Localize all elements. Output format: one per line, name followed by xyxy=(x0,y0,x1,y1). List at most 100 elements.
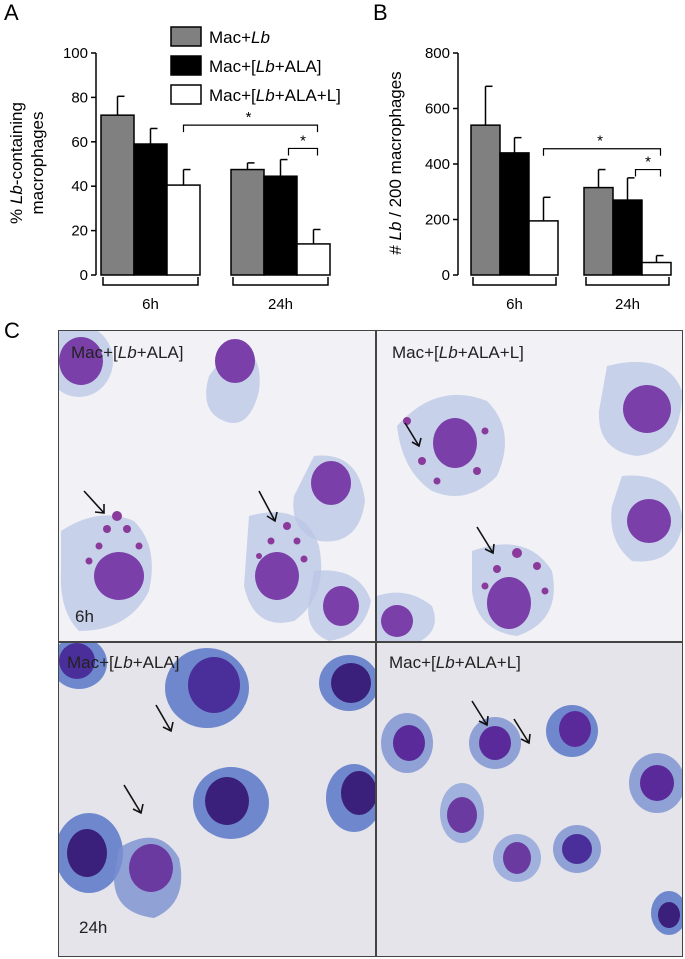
label-part: Mac+ xyxy=(209,28,251,47)
label-part: Lb xyxy=(251,28,270,47)
y-axis-label: # Lb / 200 macrophages xyxy=(386,71,405,254)
micrograph-image xyxy=(59,331,371,641)
category-label: 6h xyxy=(142,296,159,313)
macrophage-cell xyxy=(598,361,682,456)
category-bracket xyxy=(472,277,557,286)
panel-letter-a: A xyxy=(4,0,19,25)
arrow-icon xyxy=(123,784,144,815)
legend-swatch xyxy=(170,84,202,105)
micrograph-image xyxy=(377,361,682,641)
y-tick-label: 100 xyxy=(63,45,88,62)
macrophage-cell xyxy=(440,783,484,843)
macrophage-cell xyxy=(377,592,435,641)
y-tick-label: 60 xyxy=(71,134,88,151)
legend-swatch xyxy=(170,55,202,76)
macrophage-cell xyxy=(469,717,521,769)
bar xyxy=(166,184,201,276)
label-part: / 200 macrophages xyxy=(386,71,405,221)
micrograph-image xyxy=(59,643,375,918)
macrophage-cell xyxy=(651,891,682,935)
label-part: Mac+[ xyxy=(209,57,256,76)
macrophage-cell xyxy=(60,511,152,631)
macrophage-cell xyxy=(244,512,322,623)
macrophage-cell xyxy=(59,643,107,689)
significance-star: * xyxy=(645,154,651,171)
y-tick-label: 800 xyxy=(425,45,450,62)
y-tick-label: 20 xyxy=(71,223,88,240)
panel-letter-b: B xyxy=(373,0,388,25)
y-axis-label-line2: macrophages xyxy=(28,111,47,214)
macrophage-cell xyxy=(293,455,365,542)
micrograph-top-right: Mac+[Lb+ALA+L] xyxy=(376,330,683,642)
micrograph-top-left: Mac+[Lb+ALA] 6h xyxy=(58,330,376,642)
time-label: 24h xyxy=(79,918,108,937)
macrophage-cell xyxy=(308,570,371,641)
macrophage-cell xyxy=(397,394,505,496)
time-label: 6h xyxy=(75,607,94,626)
macrophage-cell xyxy=(611,475,682,562)
arrow-icon xyxy=(513,718,531,745)
micrograph-label: Mac+[Lb+ALA] xyxy=(67,653,180,672)
y-tick-label: 40 xyxy=(71,178,88,195)
macrophage-cell xyxy=(114,837,182,918)
macrophage-cell xyxy=(546,705,598,757)
legend-swatch xyxy=(170,26,202,47)
macrophage-cell xyxy=(326,764,375,832)
micrograph-bottom-right: Mac+[Lb+ALA+L] xyxy=(376,642,683,957)
significance-bracket xyxy=(634,168,662,177)
label-part: +ALA+L] xyxy=(275,86,341,105)
bar xyxy=(100,114,135,276)
macrophage-cell xyxy=(206,339,260,423)
category-bracket xyxy=(102,277,199,286)
macrophage-cell xyxy=(59,813,123,893)
bar xyxy=(296,243,331,276)
arrow-icon xyxy=(258,490,278,523)
arrow-icon xyxy=(155,704,174,733)
category-label: 24h xyxy=(615,296,640,313)
legend-label: Mac+[Lb+ALA+L] xyxy=(209,86,341,105)
category-label: 24h xyxy=(268,296,293,313)
bar xyxy=(133,143,168,276)
panel-letter-c: C xyxy=(4,318,20,343)
bar xyxy=(583,186,614,276)
arrow-icon xyxy=(471,700,489,727)
macrophage-cell xyxy=(493,834,541,882)
macrophage-cell xyxy=(319,655,375,711)
category-bracket xyxy=(232,277,329,286)
bar xyxy=(612,199,643,276)
arrow-icon xyxy=(404,422,422,448)
label-part: Mac+[ xyxy=(209,86,256,105)
micrograph-label: Mac+[Lb+ALA+L] xyxy=(392,343,524,362)
bar xyxy=(230,168,265,276)
legend-label: Mac+[Lb+ALA] xyxy=(209,57,322,76)
bar xyxy=(263,175,298,276)
macrophage-cell xyxy=(193,767,269,839)
macrophage-cell xyxy=(59,331,113,397)
category-label: 6h xyxy=(506,296,523,313)
y-tick-label: 0 xyxy=(80,267,88,284)
significance-bracket xyxy=(182,124,319,133)
macrophage-cell xyxy=(553,825,601,873)
macrophage-cell xyxy=(472,544,554,636)
y-tick-label: 200 xyxy=(425,212,450,229)
legend-label: Mac+Lb xyxy=(209,28,270,47)
y-tick-label: 0 xyxy=(442,267,450,284)
micrograph-image xyxy=(381,700,682,935)
bar xyxy=(641,261,672,276)
category-bracket xyxy=(585,277,670,286)
significance-bracket xyxy=(542,148,662,156)
significance-bracket xyxy=(287,147,319,156)
bar xyxy=(499,152,530,276)
significance-star: * xyxy=(597,133,603,150)
y-tick-label: 400 xyxy=(425,156,450,173)
arrow-icon xyxy=(83,490,105,514)
label-part: Lb xyxy=(256,86,275,105)
micrograph-label: Mac+[Lb+ALA] xyxy=(71,343,184,362)
y-axis-label: % Lb-containing xyxy=(7,102,26,224)
label-part: +ALA] xyxy=(275,57,322,76)
chart-b: 0 200 400 600 800 6h 24h * * # Lb / 200 macrophag… xyxy=(386,45,672,313)
macrophage-cell xyxy=(381,713,433,773)
